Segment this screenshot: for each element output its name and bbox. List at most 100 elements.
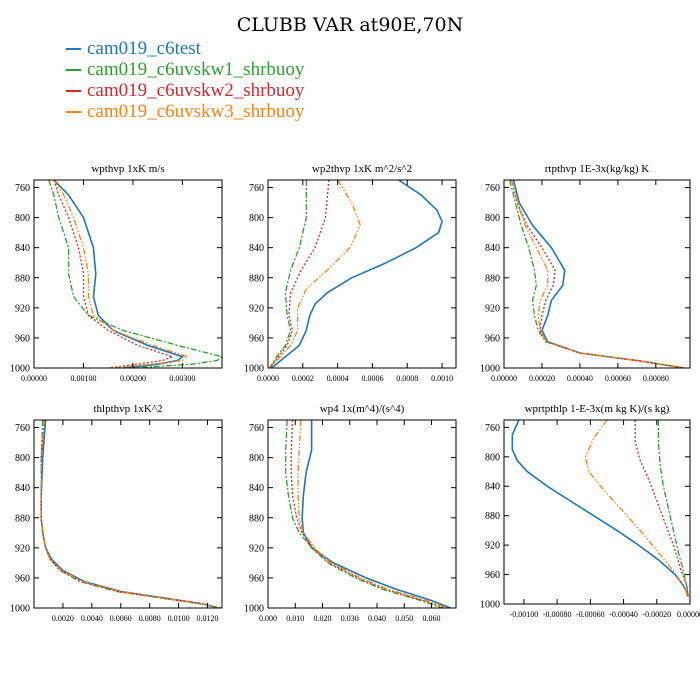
series-line xyxy=(53,180,185,368)
x-tick-label: 0.0100 xyxy=(168,614,190,623)
legend-item: cam019_c6uvskw2_shrbuoy xyxy=(66,80,304,101)
y-tick-label: 840 xyxy=(249,243,264,254)
chart-panel: thlpthvp 1xK^2 760 800 840 880 920 960 1000 0.00… xyxy=(10,403,223,623)
series-line xyxy=(48,180,222,368)
x-tick-label: 0.000 xyxy=(259,614,277,623)
series-line xyxy=(53,180,175,368)
legend: cam019_c6test cam019_c6uvskw1_shrbuoy ca… xyxy=(66,38,304,122)
y-tick-label: 840 xyxy=(15,483,30,494)
x-tick-label: 0.020 xyxy=(313,614,331,623)
y-tick-label: 800 xyxy=(15,453,30,464)
y-tick-label: 880 xyxy=(485,511,500,522)
series-line xyxy=(40,420,222,608)
legend-label: cam019_c6test xyxy=(87,38,201,59)
x-tick-label: 0.0080 xyxy=(139,614,161,623)
x-tick-label: -0.00060 xyxy=(576,610,605,619)
y-tick-label: 1000 xyxy=(10,604,30,615)
series-line xyxy=(53,180,189,368)
y-tick-label: 960 xyxy=(249,573,264,584)
series-line xyxy=(270,180,443,368)
series-line xyxy=(634,420,689,597)
y-tick-label: 880 xyxy=(249,513,264,524)
x-tick-label: 0.0020 xyxy=(52,614,74,623)
figure-title: CLUBB VAR at90E,70N xyxy=(236,14,464,36)
panel-title: thlpthvp 1xK^2 xyxy=(93,403,162,415)
panel-title: wp4 1x(m^4)/(s^4) xyxy=(320,403,405,415)
legend-swatch xyxy=(66,47,81,50)
y-tick-label: 880 xyxy=(249,273,264,284)
y-tick-label: 1000 xyxy=(244,604,264,615)
series-line xyxy=(269,180,307,368)
series-line xyxy=(510,180,685,368)
series-line xyxy=(657,420,689,597)
series-line xyxy=(511,420,690,597)
series-line xyxy=(510,180,685,368)
x-tick-label: 0.0006 xyxy=(361,374,383,383)
y-tick-label: 920 xyxy=(249,543,264,554)
plot-frame xyxy=(503,179,691,369)
chart-panel: wp4 1x(m^4)/(s^4)76080084088092096010000… xyxy=(244,403,457,623)
y-tick-label: 960 xyxy=(485,570,500,581)
panel-title: wp2thvp 1xK m^2/s^2 xyxy=(312,163,412,175)
y-tick-label: 760 xyxy=(15,423,30,434)
plot-frame xyxy=(503,419,691,605)
y-tick-label: 880 xyxy=(15,513,30,524)
plot-frame xyxy=(33,419,223,609)
legend-label: cam019_c6uvskw2_shrbuoy xyxy=(87,80,305,101)
series-line xyxy=(269,180,330,368)
y-tick-label: 840 xyxy=(249,483,264,494)
x-tick-label: 0.0040 xyxy=(81,614,103,623)
y-tick-label: 840 xyxy=(485,243,500,254)
x-tick-label: 0.00000 xyxy=(677,610,700,619)
x-tick-label: 0.060 xyxy=(422,614,440,623)
y-tick-label: 800 xyxy=(485,452,500,463)
y-tick-label: 1000 xyxy=(480,600,500,611)
y-tick-label: 920 xyxy=(15,303,30,314)
x-tick-label: 0.00020 xyxy=(529,374,555,383)
y-tick-label: 760 xyxy=(249,183,264,194)
series-line xyxy=(301,420,451,608)
y-tick-label: 920 xyxy=(249,303,264,314)
plot-frame xyxy=(267,179,457,369)
y-tick-label: 800 xyxy=(485,213,500,224)
x-tick-label: 0.030 xyxy=(341,614,359,623)
y-tick-label: 800 xyxy=(15,213,30,224)
y-tick-label: 760 xyxy=(485,423,500,434)
legend-label: cam019_c6uvskw3_shrbuoy xyxy=(87,101,305,122)
chart-panel: wpthvp 1xK m/s76080084088092096010000.00… xyxy=(10,163,223,383)
legend-item: cam019_c6uvskw1_shrbuoy xyxy=(66,59,304,80)
y-tick-label: 920 xyxy=(15,543,30,554)
panel-title: wprtpthlp 1-E-3x(m kg K)/(s kg) xyxy=(525,403,670,415)
legend-item: cam019_c6test xyxy=(66,38,304,59)
series-line xyxy=(290,420,446,608)
plot-frame xyxy=(33,179,223,369)
chart-panel: wprtpthlp 1-E-3x(m kg K)/(s kg) 760 800 840… xyxy=(480,403,700,619)
x-tick-label: 0.00040 xyxy=(567,374,593,383)
x-tick-label: 0.0008 xyxy=(396,374,418,383)
y-tick-label: 760 xyxy=(249,423,264,434)
x-tick-label: 0.050 xyxy=(395,614,413,623)
series-line xyxy=(584,420,689,597)
series-line xyxy=(40,420,218,608)
y-tick-label: 960 xyxy=(15,573,30,584)
x-tick-label: 0.00300 xyxy=(169,374,195,383)
series-line xyxy=(269,180,362,368)
series-line xyxy=(40,420,218,608)
x-tick-label: 0.0010 xyxy=(431,374,453,383)
y-tick-label: 1000 xyxy=(10,364,30,375)
y-tick-label: 760 xyxy=(15,183,30,194)
y-tick-label: 800 xyxy=(249,453,264,464)
x-tick-label: 0.0060 xyxy=(110,614,132,623)
legend-swatch xyxy=(66,110,81,113)
x-tick-label: 0.00000 xyxy=(491,374,517,383)
y-tick-label: 960 xyxy=(15,333,30,344)
series-line xyxy=(285,420,443,608)
legend-swatch xyxy=(66,89,81,92)
panel-title: rtpthvp 1E-3x(kg/kg) K xyxy=(545,163,650,175)
x-tick-label: 0.00060 xyxy=(605,374,631,383)
legend-item: cam019_c6uvskw3_shrbuoy xyxy=(66,101,304,122)
y-tick-label: 800 xyxy=(249,213,264,224)
y-tick-label: 880 xyxy=(15,273,30,284)
chart-panel: wp2thvp 1xK m^2/s^2 760 800 840 880 920 960 100… xyxy=(244,163,457,383)
